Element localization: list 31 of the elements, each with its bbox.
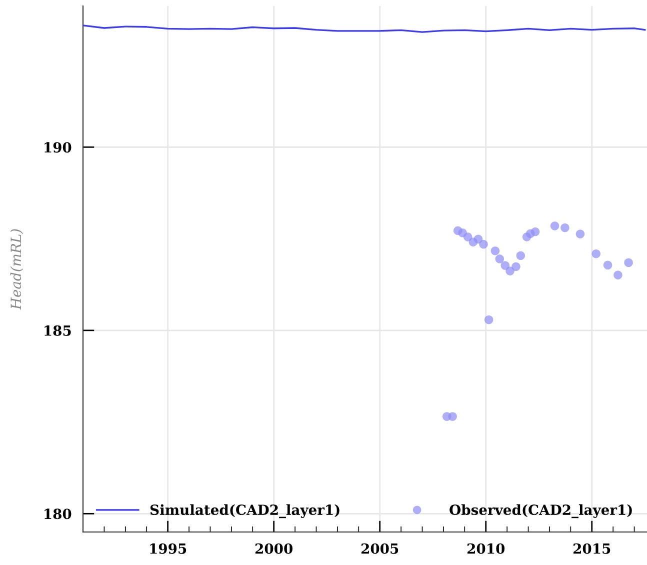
- point: [624, 258, 633, 267]
- point: [550, 222, 560, 230]
- y-tick-label: 190: [44, 142, 72, 153]
- legend-label: Simulated(CAD2_layer1): [150, 504, 340, 518]
- x-tick-label: 2015: [573, 543, 610, 554]
- point: [592, 249, 601, 258]
- point: [495, 254, 504, 264]
- point: [560, 223, 570, 232]
- point: [614, 270, 622, 280]
- point: [576, 230, 585, 238]
- point: [448, 412, 457, 421]
- point: [463, 232, 472, 242]
- y-tick-label: 185: [44, 325, 71, 336]
- point: [484, 315, 494, 324]
- x-tick-label: 2005: [361, 543, 398, 554]
- point: [530, 227, 540, 236]
- point: [512, 262, 520, 272]
- y-tick-label: 180: [44, 508, 72, 520]
- point: [479, 240, 488, 249]
- legend-label: Observed(CAD2_layer1): [450, 504, 632, 518]
- y-axis-title: Head(mRL): [10, 229, 24, 310]
- x-tick-label: 1995: [150, 543, 186, 554]
- line-series: [83, 24, 646, 33]
- x-tick-label: 2000: [255, 543, 293, 554]
- point: [506, 266, 514, 276]
- point: [474, 234, 483, 244]
- point: [516, 251, 526, 260]
- x-tick-label: 2010: [467, 543, 505, 554]
- point: [490, 246, 500, 256]
- point: [500, 261, 510, 270]
- point: [603, 260, 612, 270]
